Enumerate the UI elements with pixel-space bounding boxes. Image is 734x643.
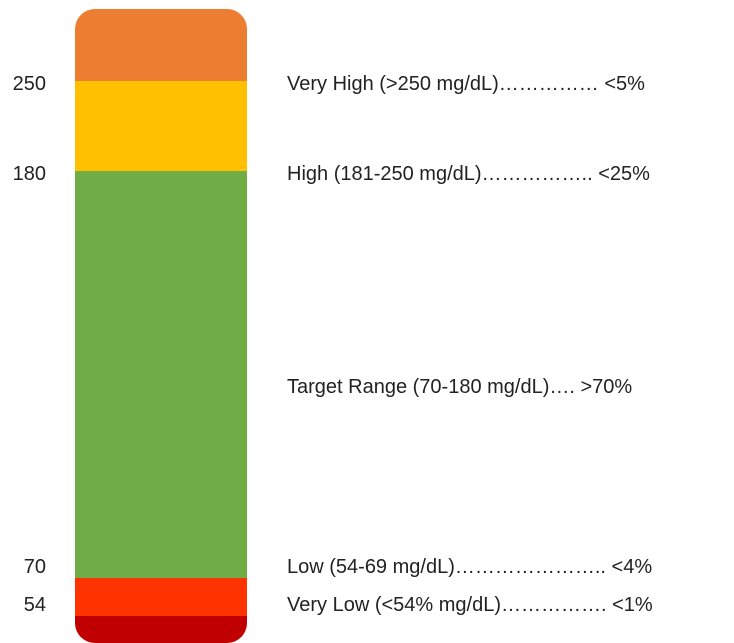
very-high-label: Very High (>250 mg/dL)…………… <5%	[287, 73, 645, 95]
high-bar-segment	[75, 81, 247, 171]
high-label: High (181-250 mg/dL)…………….. <25%	[287, 163, 650, 185]
very-high-bar-segment	[75, 9, 247, 81]
tick-label-250: 250	[12, 73, 46, 95]
glucose-bar	[75, 9, 247, 643]
tick-label-54: 54	[23, 594, 46, 616]
tick-label-70: 70	[23, 556, 46, 578]
target-range-bar-segment	[75, 171, 247, 578]
tick-label-180: 180	[12, 163, 46, 185]
low-bar-segment	[75, 578, 247, 616]
low-label: Low (54-69 mg/dL)………………….. <4%	[287, 556, 653, 578]
target-range-label: Target Range (70-180 mg/dL)…. >70%	[287, 376, 633, 398]
very-low-bar-segment	[75, 616, 247, 643]
very-low-label: Very Low (<54% mg/dL)……………. <1%	[287, 594, 653, 616]
